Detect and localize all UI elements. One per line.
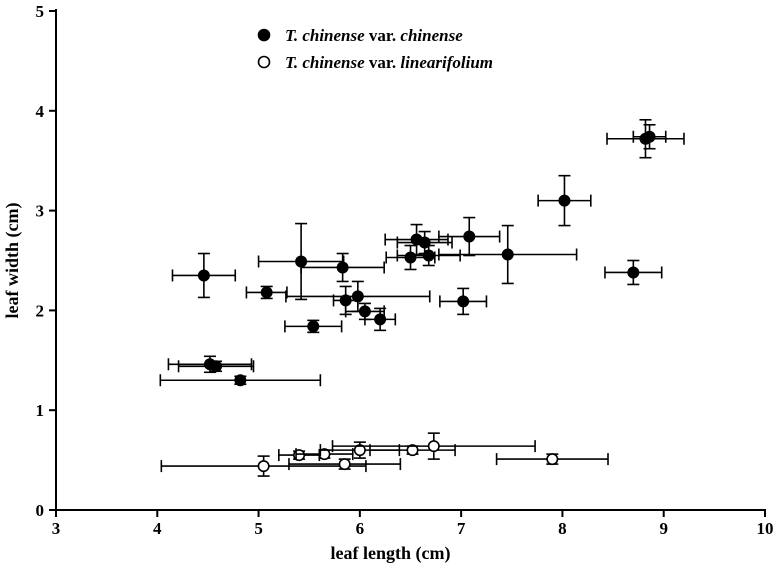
series-2 xyxy=(160,432,609,477)
open-point xyxy=(257,460,270,473)
x-tick-label: 8 xyxy=(558,519,567,538)
x-tick-label: 4 xyxy=(153,519,162,538)
legend-label-part: var. xyxy=(365,53,401,72)
filled-point xyxy=(339,294,352,307)
filled-point xyxy=(260,286,273,299)
x-tick-label: 5 xyxy=(254,519,263,538)
open-point xyxy=(427,440,440,453)
legend-label-series-1: T. chinense var. chinense xyxy=(285,26,463,45)
open-point xyxy=(546,453,559,466)
filled-point xyxy=(422,249,435,262)
legend-label-part: linearifolium xyxy=(400,53,493,72)
axes: 3 4 5 6 7 8 9 10 0 1 2 3 4 5 leaf length (cm) leaf widt… xyxy=(2,2,774,564)
y-tick-label: 5 xyxy=(36,2,45,21)
filled-point xyxy=(307,320,320,333)
x-tick-label: 3 xyxy=(52,519,61,538)
filled-point xyxy=(404,251,417,264)
x-tick-label: 7 xyxy=(457,519,466,538)
x-tick-label: 6 xyxy=(356,519,365,538)
y-axis-title: leaf width (cm) xyxy=(2,203,23,319)
data-points xyxy=(159,118,685,477)
filled-point xyxy=(627,266,640,279)
legend-label-part: T. chinense xyxy=(285,26,365,45)
x-axis-title: leaf length (cm) xyxy=(331,543,451,564)
filled-point xyxy=(234,374,247,387)
filled-point xyxy=(457,295,470,308)
y-tick-label: 1 xyxy=(36,401,45,420)
filled-point xyxy=(197,269,210,282)
open-point xyxy=(318,448,331,461)
y-tick-label: 3 xyxy=(36,202,45,221)
y-tick-label: 2 xyxy=(36,301,45,320)
filled-point xyxy=(558,194,571,207)
filled-point xyxy=(374,313,387,326)
filled-point xyxy=(336,261,349,274)
open-point xyxy=(338,458,351,471)
filled-point xyxy=(210,360,223,373)
open-point xyxy=(353,444,366,457)
filled-point xyxy=(501,248,514,261)
legend-label-part: var. xyxy=(365,26,401,45)
legend-open-marker xyxy=(257,55,271,69)
y-tick-label: 4 xyxy=(36,102,45,121)
filled-point xyxy=(463,230,476,243)
legend-label-part: T. chinense xyxy=(285,53,365,72)
legend-label-part: chinense xyxy=(400,26,463,45)
y-tick-label: 0 xyxy=(36,501,45,520)
legend-label-series-2: T. chinense var. linearifolium xyxy=(285,53,493,72)
series-1 xyxy=(159,118,685,387)
open-point xyxy=(406,444,419,457)
filled-point xyxy=(643,130,656,143)
legend-filled-marker xyxy=(257,28,271,42)
x-tick-label: 9 xyxy=(659,519,668,538)
x-tick-label: 10 xyxy=(757,519,774,538)
